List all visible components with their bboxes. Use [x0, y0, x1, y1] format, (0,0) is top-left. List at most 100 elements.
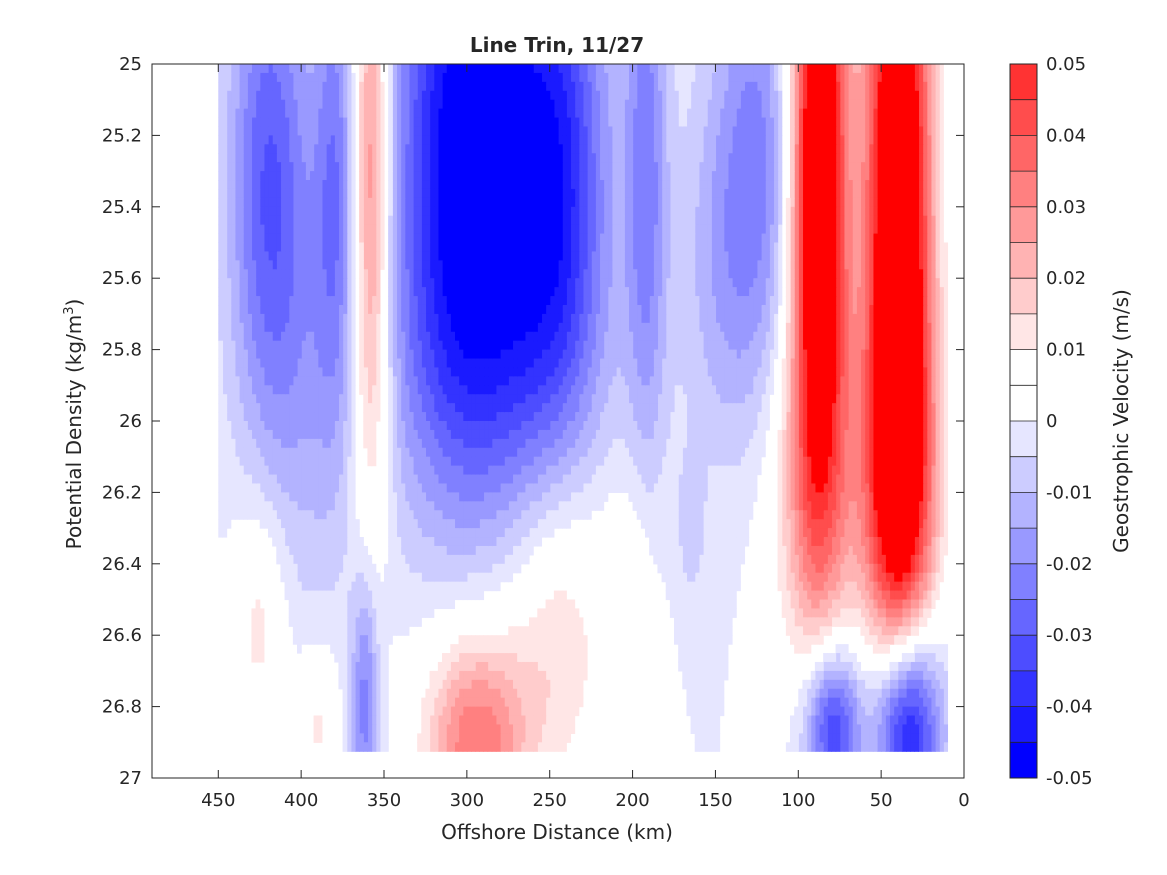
contour-cell: [810, 72, 816, 83]
contour-cell: [748, 90, 754, 101]
contour-cell: [649, 465, 654, 476]
contour-cell: [910, 617, 915, 627]
contour-cell: [860, 626, 866, 636]
contour-cell: [860, 162, 866, 172]
contour-cell: [665, 510, 671, 520]
contour-cell: [682, 519, 688, 529]
contour-cell: [723, 501, 729, 511]
contour-cell: [674, 144, 679, 154]
contour-cell: [835, 81, 841, 92]
contour-cell: [678, 465, 683, 476]
contour-cell: [918, 715, 924, 726]
contour-cell: [852, 563, 857, 574]
contour-cell: [719, 144, 725, 154]
contour-cell: [790, 456, 795, 467]
contour-cell: [860, 519, 866, 529]
contour-cell: [843, 215, 849, 226]
contour-cell: [736, 340, 741, 351]
contour-cell: [698, 617, 704, 627]
contour-cell: [889, 135, 895, 145]
contour-cell: [711, 545, 717, 556]
contour-cell: [848, 742, 853, 752]
contour-cell: [703, 224, 708, 235]
contour-cell: [852, 385, 857, 395]
contour-cell: [806, 349, 812, 360]
contour-cell: [798, 626, 804, 636]
contour-cell: [926, 153, 932, 163]
contour-cell: [814, 367, 820, 377]
contour-cell: [794, 492, 799, 502]
contour-cell: [889, 688, 895, 699]
contour-cell: [694, 733, 700, 743]
contour-cell: [860, 242, 866, 253]
contour-cell: [781, 385, 787, 395]
contour-cell: [715, 590, 721, 601]
contour-cell: [877, 483, 882, 493]
contour-cell: [669, 608, 675, 618]
contour-cell: [885, 108, 891, 119]
contour-cell: [918, 331, 924, 342]
contour-cell: [798, 64, 804, 74]
contour-cell: [922, 108, 928, 119]
contour-cell: [715, 724, 721, 734]
contour-cell: [752, 64, 758, 74]
contour-cell: [860, 510, 866, 520]
contour-cell: [752, 483, 758, 493]
contour-cell: [918, 171, 924, 181]
contour-cell: [906, 545, 911, 556]
contour-cell: [765, 206, 770, 217]
contour-cell: [703, 537, 708, 547]
contour-cell: [856, 670, 862, 681]
contour-cell: [922, 670, 928, 681]
contour-cell: [889, 331, 895, 342]
contour-cell: [918, 260, 924, 270]
contour-cell: [877, 117, 882, 128]
contour-cell: [636, 224, 642, 235]
contour-cell: [785, 501, 791, 511]
contour-cell: [640, 153, 646, 163]
contour-cell: [649, 403, 654, 413]
contour-cell: [678, 376, 683, 386]
contour-cell: [690, 474, 696, 485]
contour-cell: [657, 81, 663, 92]
contour-cell: [885, 688, 891, 699]
contour-cell: [852, 403, 857, 413]
contour-cell: [798, 242, 804, 253]
contour-cell: [906, 554, 911, 565]
contour-cell: [802, 64, 808, 74]
contour-cell: [839, 412, 845, 422]
contour-cell: [698, 599, 704, 610]
contour-cell: [727, 287, 733, 297]
contour-cell: [727, 81, 733, 92]
contour-cell: [856, 171, 862, 181]
contour-cell: [935, 349, 940, 360]
contour-cell: [703, 581, 708, 592]
contour-cell: [707, 349, 712, 360]
contour-cell: [682, 296, 688, 306]
contour-cell: [819, 162, 824, 172]
contour-cell: [827, 242, 833, 253]
contour-cell: [669, 135, 675, 145]
contour-cell: [897, 510, 903, 520]
contour-cell: [769, 108, 775, 119]
contour-cell: [665, 581, 671, 592]
contour-cell: [839, 162, 845, 172]
contour-cell: [943, 447, 949, 458]
contour-cell: [732, 581, 737, 592]
contour-cell: [914, 403, 920, 413]
contour-cell: [885, 224, 891, 235]
contour-cell: [856, 135, 862, 145]
contour-cell: [881, 376, 886, 386]
contour-cell: [703, 403, 708, 413]
contour-cell: [926, 456, 932, 467]
contour-cell: [901, 287, 907, 297]
contour-cell: [914, 81, 920, 92]
contour-cell: [897, 447, 903, 458]
contour-cell: [703, 474, 708, 485]
contour-cell: [765, 403, 770, 413]
contour-cell: [848, 206, 853, 217]
contour-cell: [802, 144, 808, 154]
contour-cell: [736, 81, 741, 92]
contour-cell: [926, 233, 932, 244]
contour-cell: [910, 670, 915, 681]
